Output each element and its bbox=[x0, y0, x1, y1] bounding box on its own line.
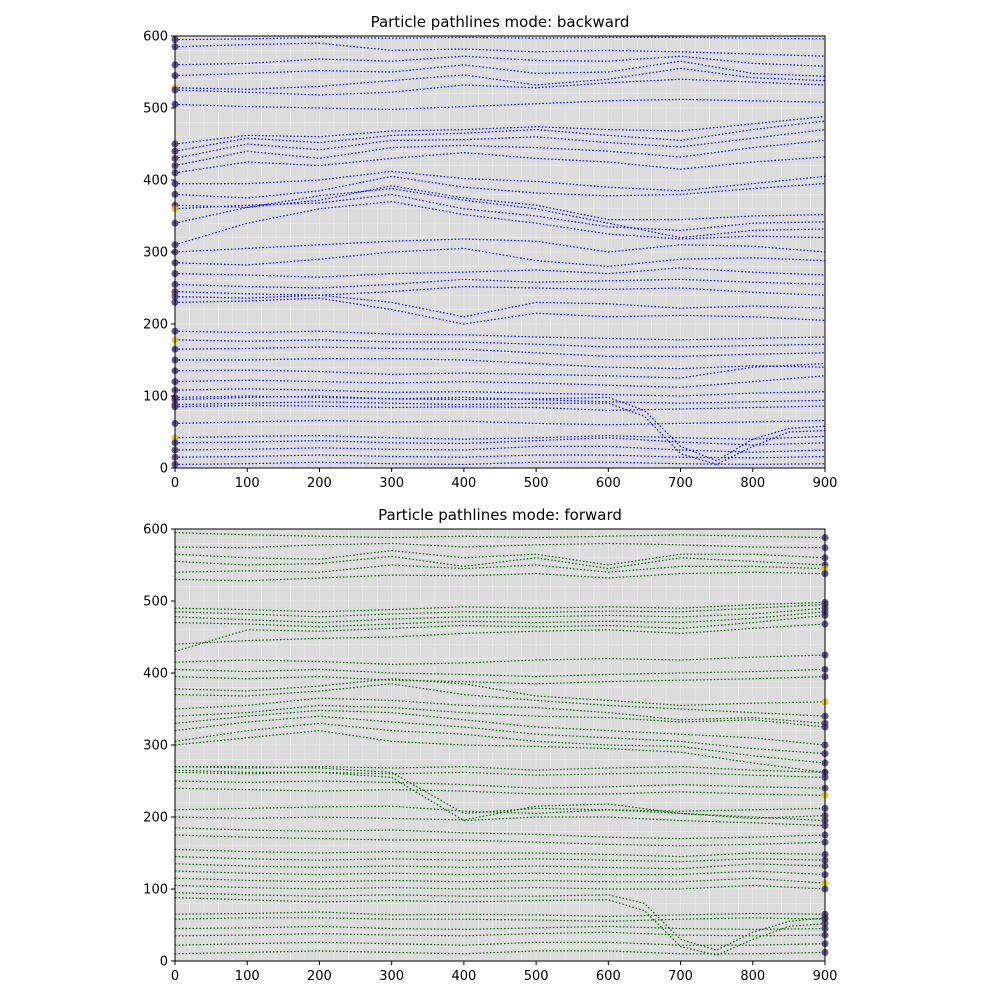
pathline-5 bbox=[175, 67, 825, 90]
pathline-41 bbox=[175, 897, 825, 956]
pathline-5 bbox=[175, 564, 825, 573]
pathline-17 bbox=[175, 187, 825, 239]
pathline-20 bbox=[175, 247, 825, 268]
pathline-28 bbox=[175, 765, 825, 822]
y-tick-label: 200 bbox=[143, 811, 168, 826]
y-tick-label: 300 bbox=[143, 739, 168, 754]
pathline-9 bbox=[175, 120, 825, 152]
y-tick-label: 0 bbox=[160, 462, 168, 477]
x-tick-label: 0 bbox=[171, 476, 179, 491]
y-tick-label: 400 bbox=[143, 174, 168, 189]
y-tick-label: 0 bbox=[160, 955, 168, 970]
x-tick-label: 100 bbox=[235, 969, 260, 984]
pathline-36 bbox=[175, 401, 825, 466]
pathline-4 bbox=[175, 60, 825, 77]
pathline-16 bbox=[175, 678, 825, 707]
pathline-4 bbox=[175, 555, 825, 570]
pathline-10 bbox=[175, 129, 825, 159]
chart-title: Particle pathlines mode: backward bbox=[371, 13, 630, 31]
pathlines bbox=[175, 36, 825, 466]
pathline-19 bbox=[175, 704, 825, 728]
x-tick-label: 800 bbox=[740, 476, 765, 491]
pathline-3 bbox=[175, 55, 825, 67]
pathline-6 bbox=[175, 78, 825, 96]
pathline-23 bbox=[175, 729, 825, 773]
x-tick-label: 500 bbox=[524, 476, 549, 491]
x-tick-label: 900 bbox=[813, 476, 838, 491]
x-tick-label: 300 bbox=[379, 969, 404, 984]
pathlines bbox=[175, 532, 825, 956]
y-tick-label: 300 bbox=[143, 246, 168, 261]
x-tick-label: 300 bbox=[379, 476, 404, 491]
particles bbox=[821, 534, 829, 956]
y-tick-label: 600 bbox=[143, 30, 168, 45]
y-tick-label: 500 bbox=[143, 102, 168, 117]
pathline-40 bbox=[175, 892, 825, 951]
pathline-18 bbox=[175, 697, 825, 724]
chart-panel-1: 0 100 200 300 400 500 600 700 800 900 0 100 200 300 40… bbox=[143, 13, 837, 491]
x-tick-label: 700 bbox=[668, 476, 693, 491]
pathline-31 bbox=[175, 803, 825, 821]
x-tick-label: 100 bbox=[235, 476, 260, 491]
pathline-14 bbox=[175, 175, 825, 199]
y-tick-label: 500 bbox=[143, 595, 168, 610]
x-tick-label: 800 bbox=[740, 969, 765, 984]
x-tick-label: 700 bbox=[668, 969, 693, 984]
pathline-22 bbox=[175, 722, 825, 764]
pathline-11 bbox=[175, 139, 825, 167]
pathline-29 bbox=[175, 769, 825, 827]
pathline-15 bbox=[175, 185, 825, 221]
x-tick-label: 500 bbox=[524, 969, 549, 984]
pathline-20 bbox=[175, 709, 825, 746]
x-tick-label: 600 bbox=[596, 476, 621, 491]
pathline-13 bbox=[175, 170, 825, 192]
x-tick-label: 900 bbox=[813, 969, 838, 984]
pathline-19 bbox=[175, 238, 825, 253]
chart-title: Particle pathlines mode: forward bbox=[378, 506, 622, 524]
chart-panel-2: 0 100 200 300 400 500 600 700 800 900 0 100 200 300 40… bbox=[143, 506, 837, 984]
x-tick-label: 200 bbox=[307, 476, 332, 491]
y-tick-label: 200 bbox=[143, 318, 168, 333]
y-tick-label: 400 bbox=[143, 667, 168, 682]
x-tick-label: 200 bbox=[307, 969, 332, 984]
pathline-35 bbox=[175, 395, 825, 462]
x-tick-label: 600 bbox=[596, 969, 621, 984]
pathline-12 bbox=[175, 151, 825, 174]
y-tick-label: 100 bbox=[143, 883, 168, 898]
y-tick-label: 100 bbox=[143, 390, 168, 405]
x-tick-label: 400 bbox=[451, 969, 476, 984]
pathline-17 bbox=[175, 683, 825, 717]
pathline-8 bbox=[175, 116, 825, 145]
x-tick-label: 400 bbox=[451, 476, 476, 491]
y-tick-label: 600 bbox=[143, 523, 168, 538]
pathline-18 bbox=[175, 200, 825, 246]
x-tick-label: 0 bbox=[171, 969, 179, 984]
pathline-3 bbox=[175, 549, 825, 566]
pathline-21 bbox=[175, 715, 825, 755]
